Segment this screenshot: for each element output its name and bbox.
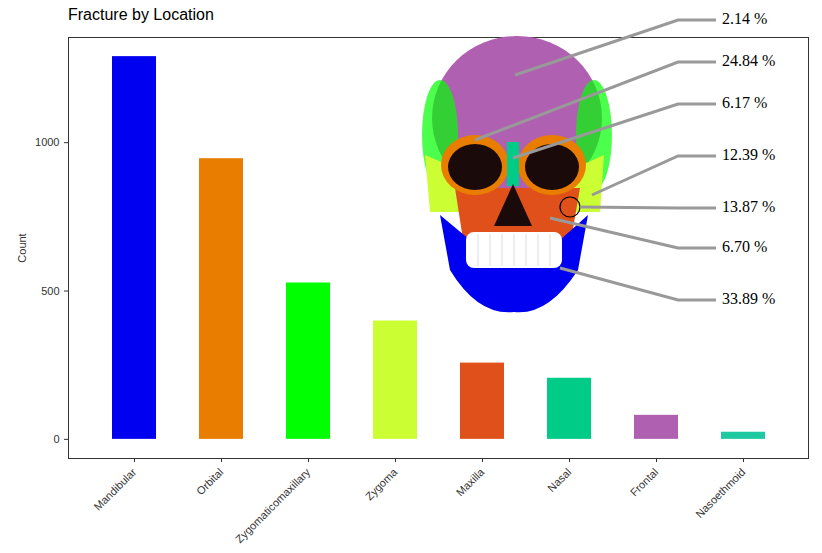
svg-text:Nasoethmoid: Nasoethmoid [693, 466, 747, 520]
svg-text:Mandibular: Mandibular [91, 466, 138, 513]
svg-text:1000: 1000 [35, 136, 59, 148]
svg-text:12.39 %: 12.39 % [722, 146, 775, 163]
svg-text:Frontal: Frontal [628, 466, 661, 499]
svg-text:6.70 %: 6.70 % [722, 238, 767, 255]
svg-text:13.87 %: 13.87 % [722, 198, 775, 215]
svg-text:Zygoma: Zygoma [363, 465, 400, 502]
svg-text:33.89 %: 33.89 % [722, 290, 775, 307]
svg-text:6.17 %: 6.17 % [722, 94, 767, 111]
svg-text:0: 0 [53, 433, 59, 445]
svg-text:Maxilla: Maxilla [454, 465, 487, 498]
svg-text:Zygomaticomaxillary: Zygomaticomaxillary [233, 465, 313, 545]
svg-text:Count: Count [16, 233, 28, 262]
svg-text:2.14 %: 2.14 % [722, 10, 767, 27]
svg-text:24.84 %: 24.84 % [722, 52, 775, 69]
svg-text:Orbital: Orbital [194, 466, 225, 497]
svg-text:500: 500 [41, 285, 59, 297]
html-text:Fracture by Location: Fracture by Location [68, 6, 214, 23]
svg-text:Nasal: Nasal [545, 466, 573, 494]
